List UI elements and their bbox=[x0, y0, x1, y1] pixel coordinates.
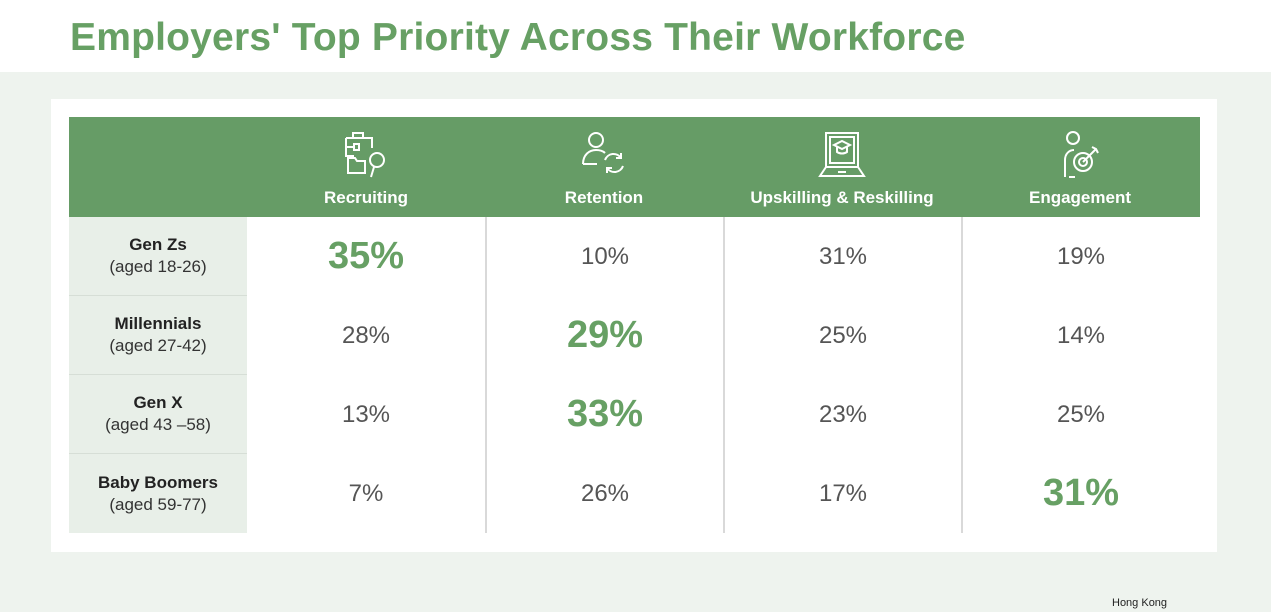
row-label: Gen Zs (aged 18-26) bbox=[69, 217, 247, 296]
column-label: Engagement bbox=[1028, 188, 1132, 207]
generation-name: Baby Boomers bbox=[98, 472, 218, 492]
person-refresh-icon bbox=[582, 132, 624, 173]
top-priority-value: 31% bbox=[961, 454, 1199, 533]
column-header-retention: Retention bbox=[485, 117, 723, 217]
column-header-upskilling: Upskilling & Reskilling bbox=[723, 117, 961, 217]
table-row: Gen Zs (aged 18-26) 35% 10% 31% 19% bbox=[69, 217, 1200, 296]
column-header-engagement: Engagement bbox=[961, 117, 1199, 217]
generation-name: Gen Zs bbox=[129, 235, 187, 254]
top-priority-value: 35% bbox=[327, 235, 405, 277]
percentage-value: 10% bbox=[485, 217, 723, 296]
percentage-value: 13% bbox=[341, 400, 391, 428]
table-row: Millennials (aged 27-42) 28% 29% 25% 14% bbox=[69, 296, 1200, 375]
percentage-value: 25% bbox=[723, 296, 961, 375]
percentage-value: 31% bbox=[723, 217, 961, 296]
percentage-value: 7% bbox=[348, 479, 384, 507]
percentage-value: 26% bbox=[485, 454, 723, 533]
briefcase-search-icon bbox=[345, 132, 385, 178]
laptop-graduation-icon bbox=[818, 132, 866, 177]
percentage-value: 19% bbox=[961, 217, 1199, 296]
percentage-value: 25% bbox=[961, 375, 1199, 454]
table-body: Gen Zs (aged 18-26) 35% 10% 31% 19% Millennial… bbox=[69, 217, 1200, 533]
column-label: Retention bbox=[564, 188, 644, 207]
table-header: Recruiting Retention Upskilling & Reskil… bbox=[69, 117, 1200, 217]
percentage-value: 14% bbox=[961, 296, 1199, 375]
column-header-recruiting: Recruiting bbox=[247, 117, 485, 217]
generation-age-range: (aged 59-77) bbox=[109, 494, 207, 514]
person-target-icon bbox=[1064, 131, 1099, 178]
generation-name: Millennials bbox=[114, 314, 202, 333]
generation-age-range: (aged 43 –58) bbox=[105, 415, 211, 434]
row-label: Millennials (aged 27-42) bbox=[69, 296, 247, 375]
priority-table: Recruiting Retention Upskilling & Reskil… bbox=[69, 117, 1200, 533]
column-label: Recruiting bbox=[323, 188, 409, 207]
region-label: Hong Kong bbox=[1112, 597, 1168, 609]
header-corner bbox=[69, 117, 247, 217]
generation-age-range: (aged 27-42) bbox=[109, 336, 207, 355]
column-label: Upskilling & Reskilling bbox=[750, 188, 934, 207]
row-label: Gen X (aged 43 –58) bbox=[69, 375, 247, 454]
percentage-value: 17% bbox=[723, 454, 961, 533]
percentage-value: 28% bbox=[341, 321, 391, 349]
top-priority-value: 29% bbox=[485, 296, 723, 375]
top-priority-value: 33% bbox=[485, 375, 723, 454]
page-title: Employers' Top Priority Across Their Wor… bbox=[70, 16, 966, 59]
table-row: Baby Boomers (aged 59-77) 7% 26% 17% 31% bbox=[69, 454, 1200, 533]
row-label: Baby Boomers (aged 59-77) bbox=[69, 454, 247, 533]
generation-age-range: (aged 18-26) bbox=[109, 257, 207, 276]
percentage-value: 23% bbox=[723, 375, 961, 454]
generation-name: Gen X bbox=[133, 393, 183, 412]
table-row: Gen X (aged 43 –58) 13% 33% 23% 25% bbox=[69, 375, 1200, 454]
